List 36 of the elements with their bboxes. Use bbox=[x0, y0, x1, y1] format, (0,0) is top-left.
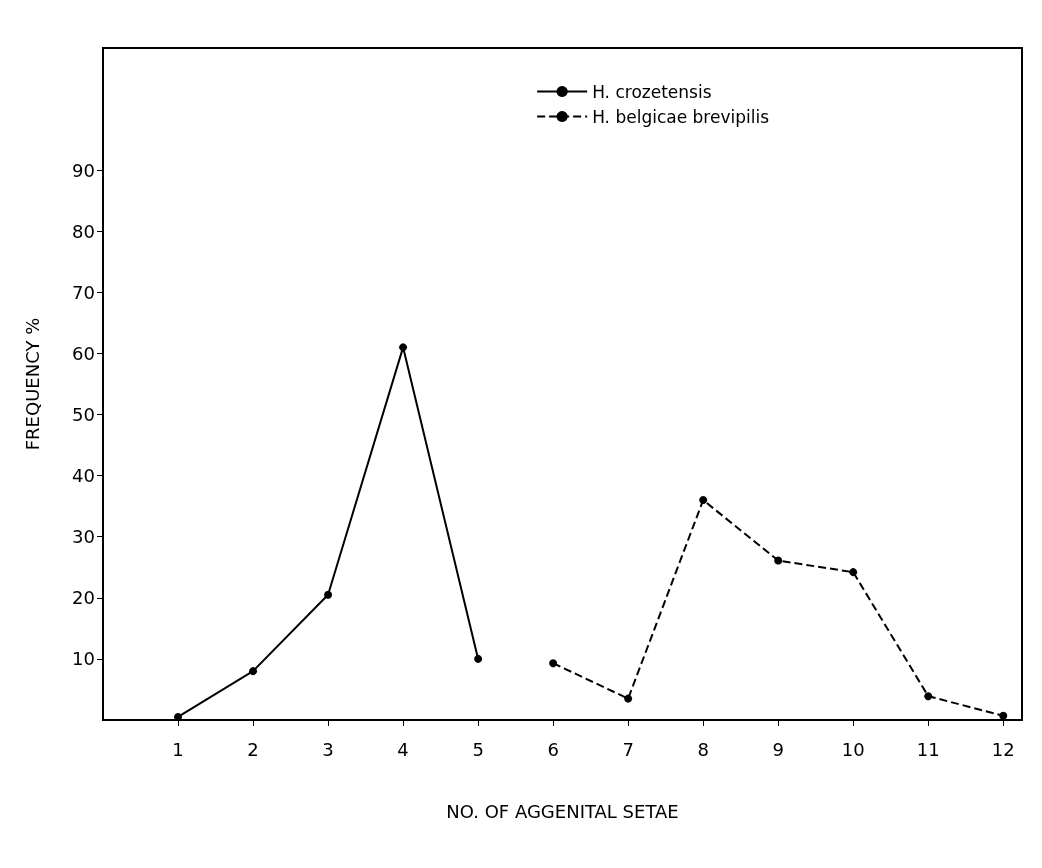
y-axis-title: FREQUENCY % bbox=[21, 317, 43, 451]
y-tick-label: 90 bbox=[72, 159, 95, 181]
x-tick-label: 8 bbox=[697, 738, 709, 760]
point bbox=[474, 654, 483, 663]
x-tick-label: 9 bbox=[772, 738, 784, 760]
point bbox=[774, 556, 783, 565]
x-tick-label: 4 bbox=[397, 738, 409, 760]
x-tick-label: 12 bbox=[991, 738, 1015, 760]
x-tick-label: 2 bbox=[247, 738, 259, 760]
point bbox=[399, 343, 408, 352]
x-tick-label: 6 bbox=[547, 738, 559, 760]
legend-label: H. crozetensis bbox=[592, 81, 712, 102]
point bbox=[624, 694, 633, 703]
y-tick-label: 40 bbox=[72, 465, 95, 487]
point bbox=[849, 568, 858, 577]
point bbox=[924, 692, 933, 701]
y-tick-label: 20 bbox=[72, 587, 95, 609]
y-tick-label: 30 bbox=[72, 526, 95, 548]
x-tick-label: 3 bbox=[322, 738, 334, 760]
x-tick-label: 5 bbox=[472, 738, 484, 760]
y-tick-label: 50 bbox=[72, 404, 95, 426]
y-tick-label: 60 bbox=[72, 342, 95, 364]
point bbox=[549, 659, 558, 668]
y-tick-label: 10 bbox=[72, 648, 95, 670]
point bbox=[999, 711, 1008, 720]
y-tick-label: 80 bbox=[72, 220, 95, 242]
x-tick-label: 7 bbox=[622, 738, 634, 760]
point bbox=[249, 667, 258, 676]
x-axis-title: NO. OF AGGENITAL SETAE bbox=[446, 800, 679, 822]
point bbox=[699, 496, 708, 505]
x-tick-label: 11 bbox=[916, 738, 940, 760]
x-tick-label: 10 bbox=[841, 738, 865, 760]
x-tick-label: 1 bbox=[172, 738, 184, 760]
y-tick-label: 70 bbox=[72, 281, 95, 303]
legend-label: H. belgicae brevipilis bbox=[592, 106, 770, 127]
point bbox=[324, 590, 333, 599]
